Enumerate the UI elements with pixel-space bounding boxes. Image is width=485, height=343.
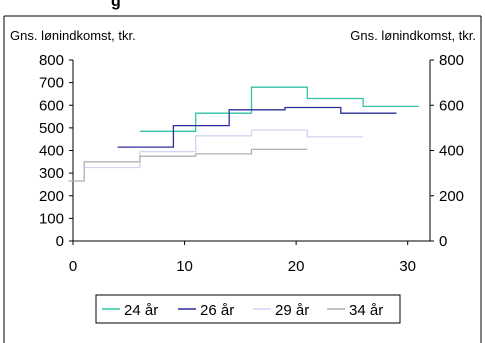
y-tick-left-label: 600: [39, 97, 64, 114]
y-tick-right-label: 600: [439, 97, 464, 114]
y-tick-right-label: 400: [439, 143, 464, 160]
x-axis-tick-labels: 0 10 20 30: [69, 258, 416, 275]
legend-label: 26 år: [200, 302, 234, 319]
x-tick-label: 10: [176, 258, 193, 275]
legend-box: [95, 294, 401, 324]
legend-label: 34 år: [349, 302, 383, 319]
series-layer: [68, 86, 419, 182]
y-tick-left-label: 0: [56, 233, 64, 250]
x-tick-label: 0: [69, 258, 77, 275]
y-axis-title-left: Gns. lønindkomst, tkr.: [10, 28, 136, 43]
left-axis-tick-labels: 0 100 200 300 400 500 600 700 800: [39, 52, 64, 250]
y-tick-left-label: 200: [39, 188, 64, 205]
y-tick-left-label: 700: [39, 75, 64, 92]
legend-label: 24 år: [124, 302, 158, 319]
y-tick-right-label: 200: [439, 188, 464, 205]
caption-fragment: g: [111, 0, 121, 10]
legend: 24 år 26 år 29 år 34 år: [95, 294, 401, 324]
axes: [69, 59, 434, 245]
x-tick-label: 30: [399, 258, 416, 275]
y-tick-left-label: 800: [39, 52, 64, 69]
x-tick-label: 20: [288, 258, 305, 275]
y-tick-left-label: 300: [39, 165, 64, 182]
series-line-2: [117, 106, 397, 148]
right-axis-tick-labels: 0 200 400 600 800: [439, 52, 464, 250]
series-line-1: [139, 86, 419, 132]
y-tick-left-label: 400: [39, 143, 64, 160]
y-tick-left-label: 500: [39, 120, 64, 137]
y-tick-left-label: 100: [39, 210, 64, 227]
series-line-4: [68, 148, 308, 182]
y-tick-right-label: 800: [439, 52, 464, 69]
y-axis-title-right: Gns. lønindkomst, tkr.: [350, 28, 476, 43]
legend-label: 29 år: [275, 302, 309, 319]
y-tick-right-label: 0: [439, 233, 447, 250]
